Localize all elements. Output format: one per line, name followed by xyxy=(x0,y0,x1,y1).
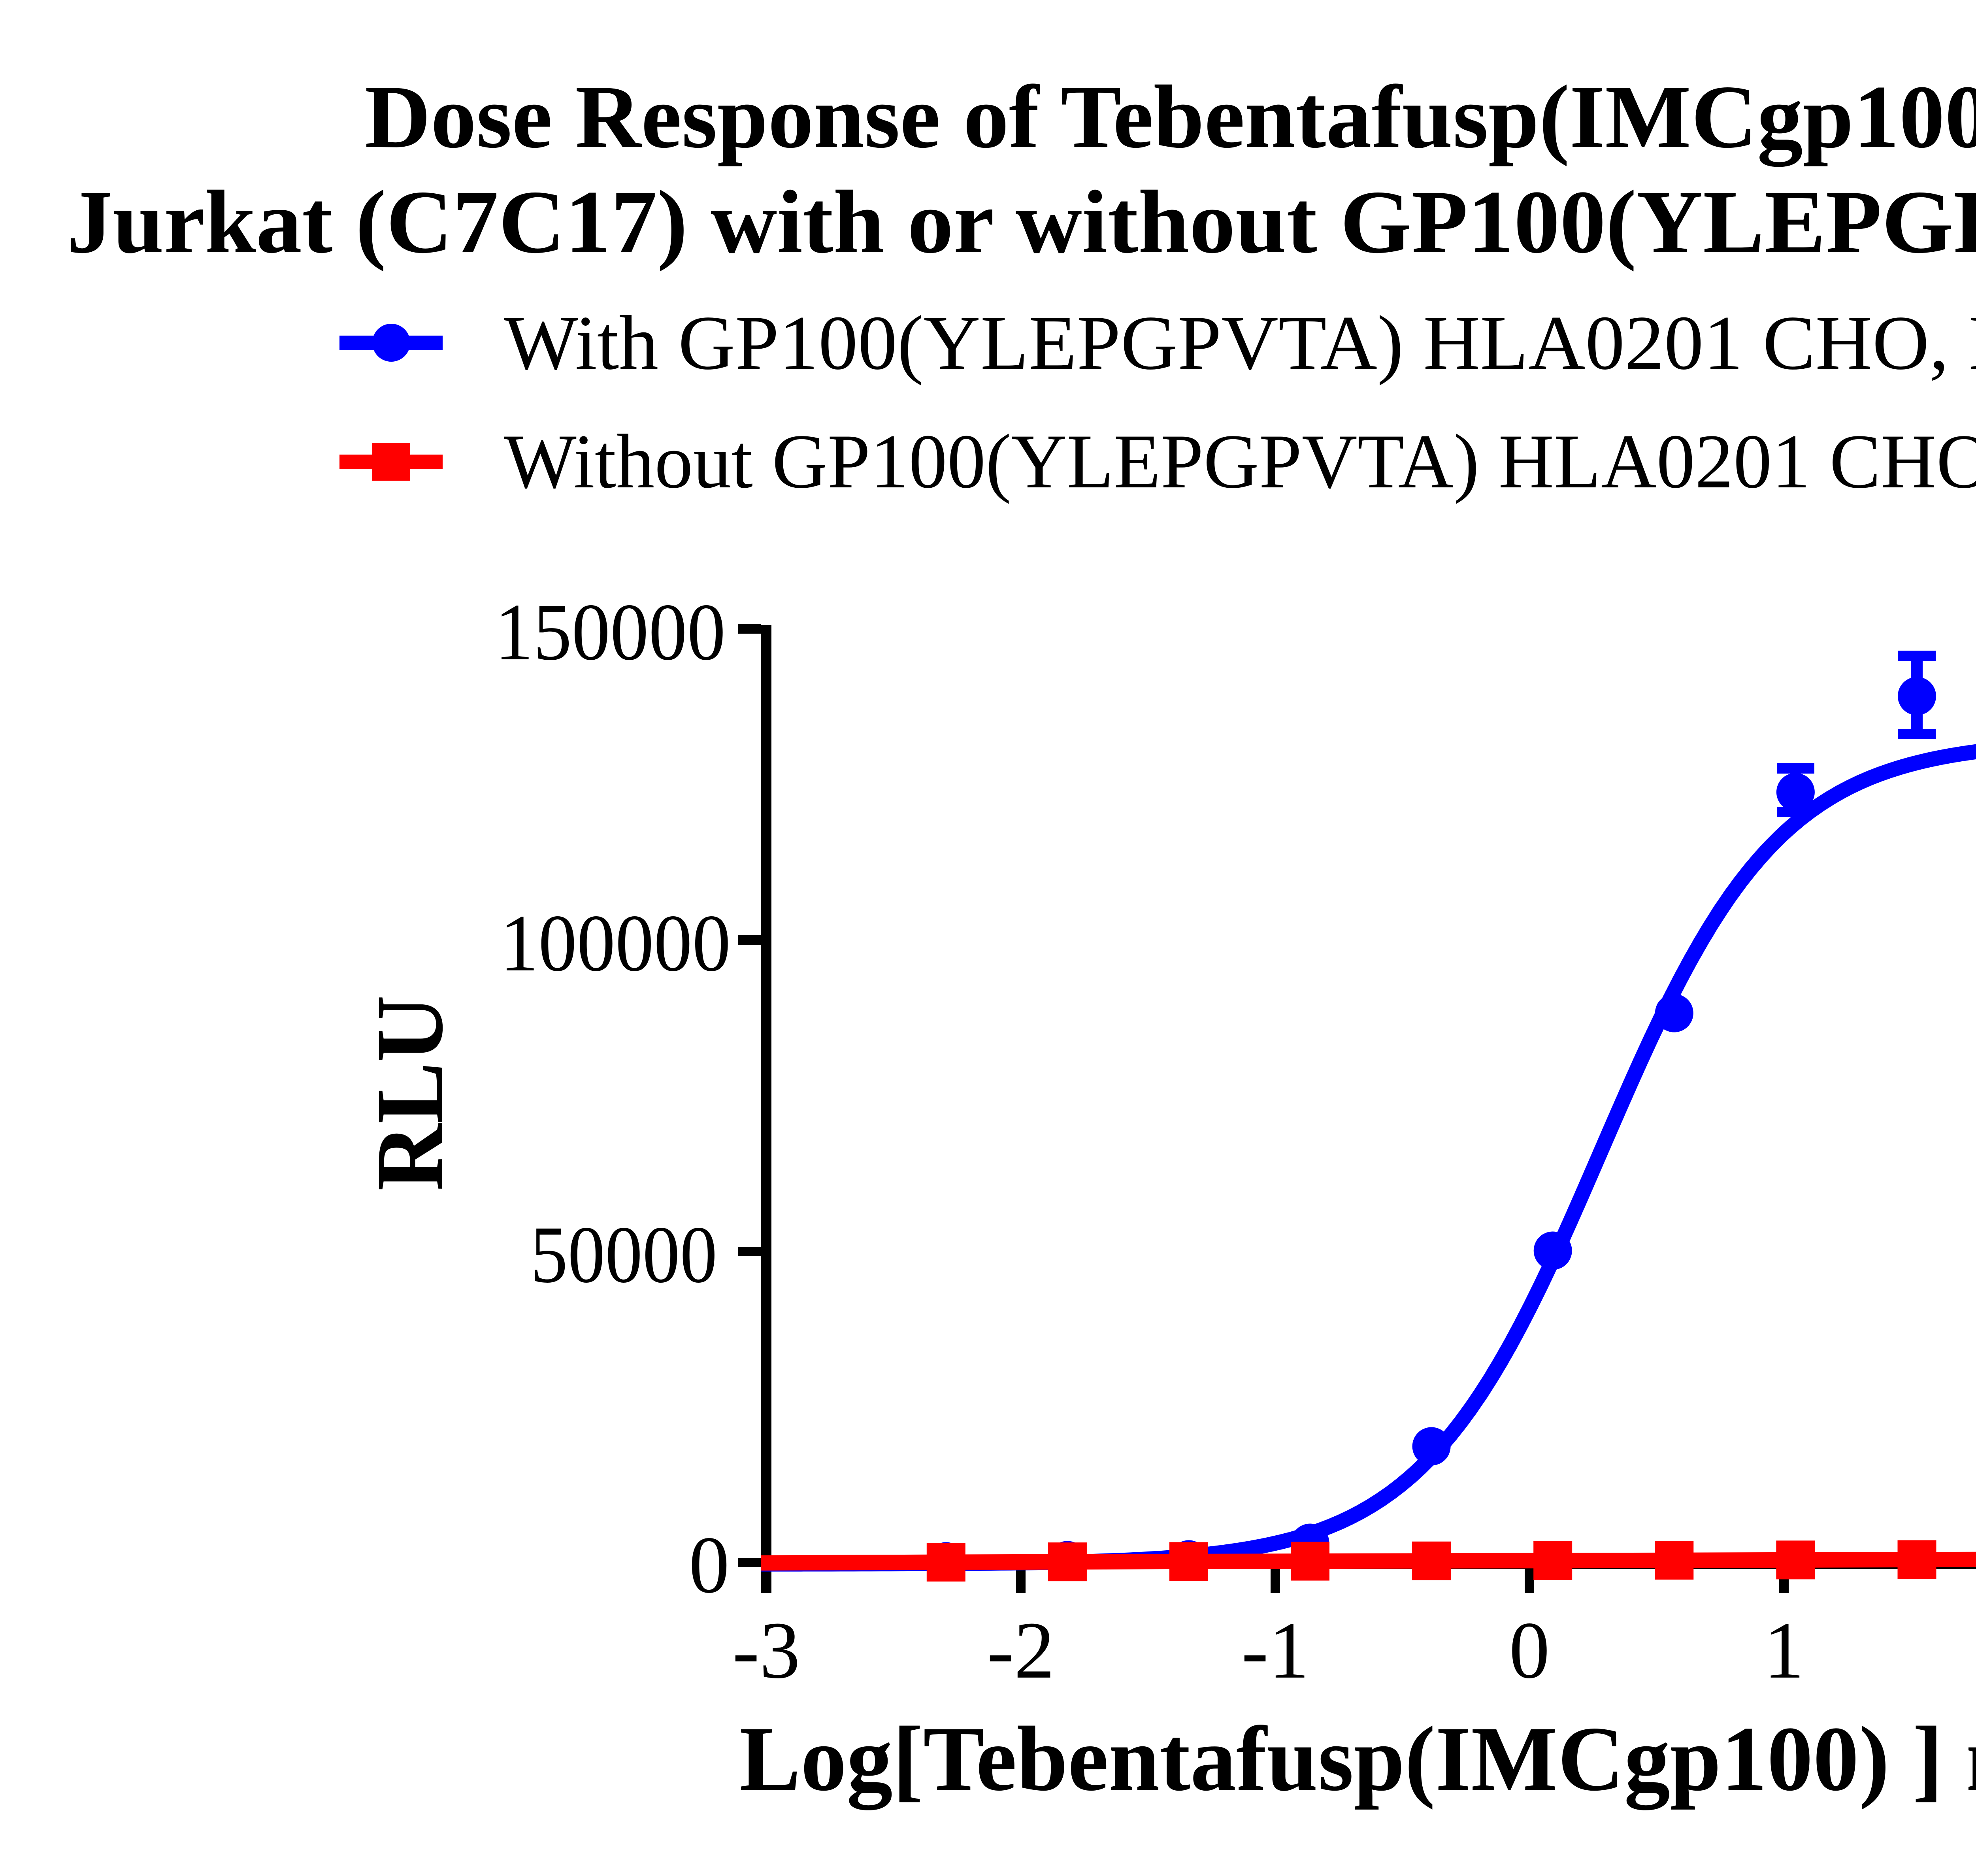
svg-text:Log[Tebentafusp(IMCgp100) ] ng: Log[Tebentafusp(IMCgp100) ] ng/ml xyxy=(739,1707,1976,1810)
svg-text:-3: -3 xyxy=(732,1605,800,1695)
svg-text:Dose Response of Tebentafusp(I: Dose Response of Tebentafusp(IMCgp100) i… xyxy=(365,67,1976,167)
svg-text:50000: 50000 xyxy=(530,1209,717,1300)
svg-text:0: 0 xyxy=(1509,1605,1550,1695)
svg-text:150000: 150000 xyxy=(495,587,726,677)
svg-text:100000: 100000 xyxy=(500,898,731,988)
svg-text:Jurkat (C7C17) with or without: Jurkat (C7C17) with or without GP100(YLE… xyxy=(67,172,1976,272)
svg-text:-1: -1 xyxy=(1241,1605,1309,1695)
svg-text:-2: -2 xyxy=(987,1605,1055,1695)
svg-text:0: 0 xyxy=(689,1519,730,1610)
svg-text:Without GP100(YLEPGPVTA) HLA02: Without GP100(YLEPGPVTA) HLA0201 CHO, EC… xyxy=(504,419,1976,504)
svg-text:RLU: RLU xyxy=(356,995,463,1191)
svg-text:1: 1 xyxy=(1764,1605,1804,1695)
svg-text:With GP100(YLEPGPVTA) HLA0201: With GP100(YLEPGPVTA) HLA0201 CHO, EC50 … xyxy=(504,300,1976,386)
